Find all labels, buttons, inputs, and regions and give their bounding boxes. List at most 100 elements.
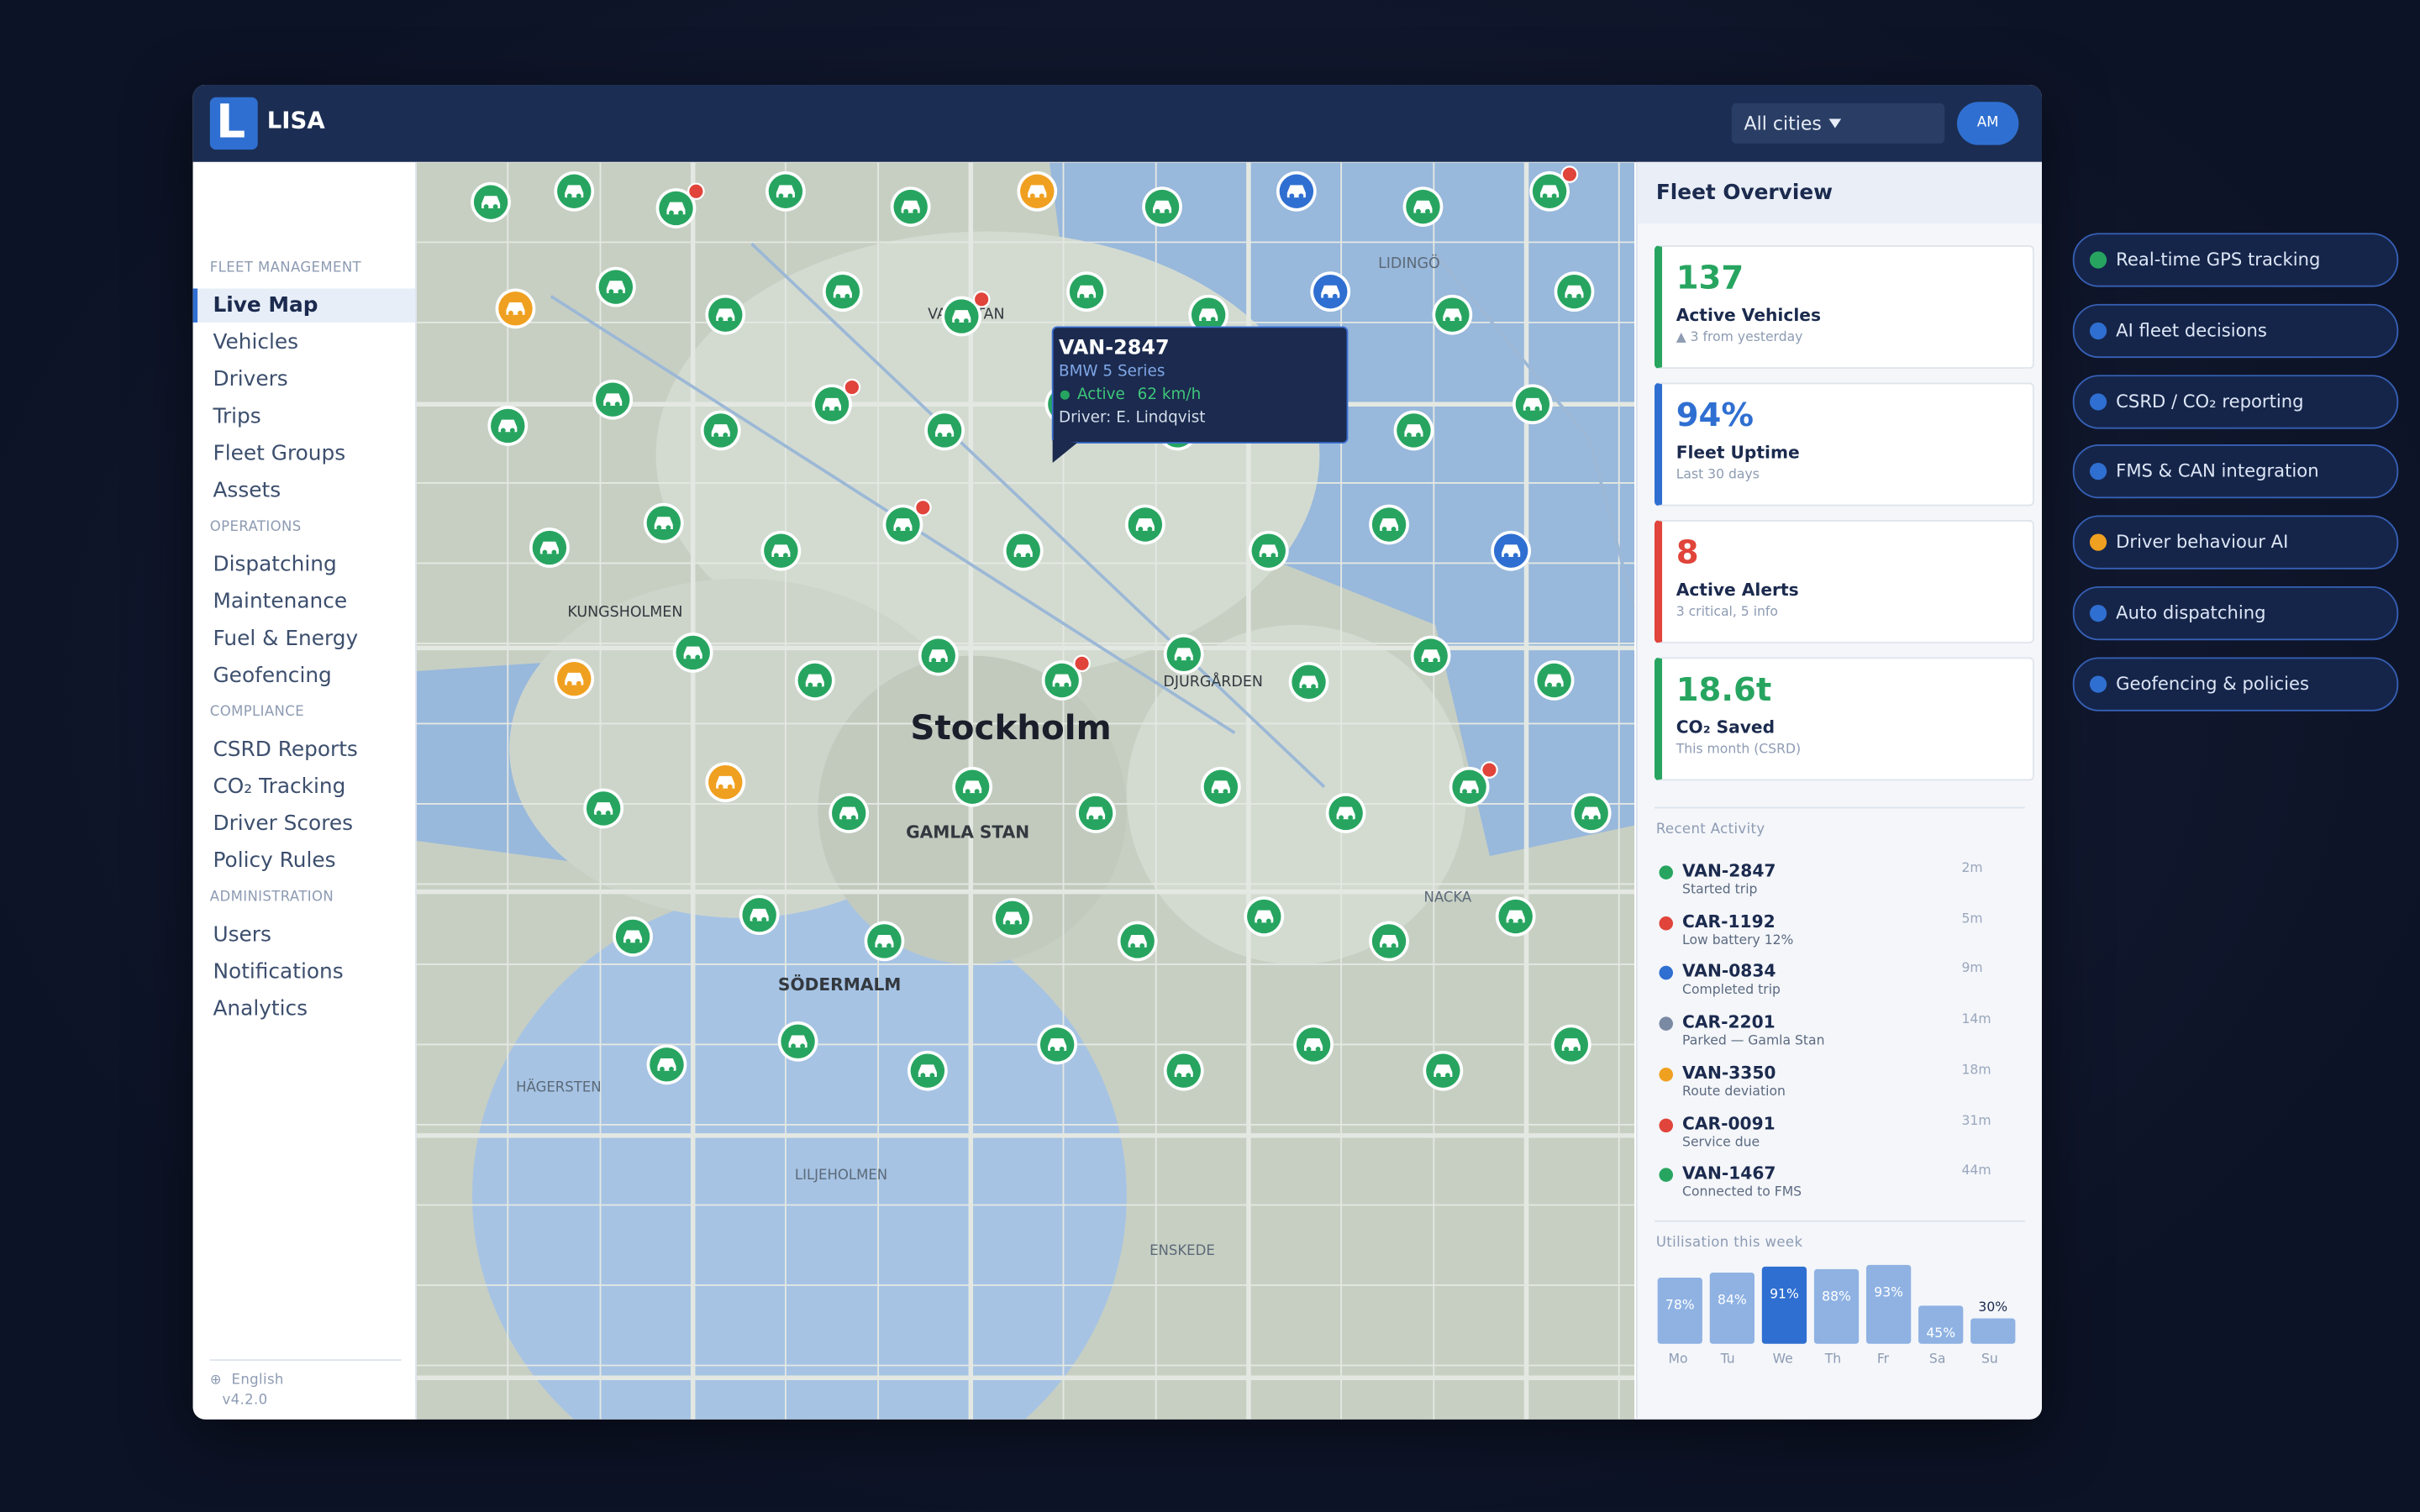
vehicle-marker[interactable] — [1117, 921, 1158, 962]
vehicle-marker[interactable] — [1248, 530, 1289, 571]
vehicle-marker[interactable] — [1066, 271, 1107, 312]
vehicle-marker[interactable] — [1423, 1050, 1464, 1091]
avatar[interactable]: AM — [1956, 102, 2019, 145]
feature-pill[interactable]: Geofencing & policies — [2072, 657, 2399, 711]
activity-item[interactable]: VAN-1467 Connected to FMS 44m — [1656, 1158, 2027, 1204]
vehicle-marker[interactable] — [1041, 654, 1091, 701]
vehicle-marker[interactable] — [1288, 661, 1329, 702]
vehicle-marker[interactable] — [1002, 530, 1044, 571]
vehicle-marker[interactable] — [918, 635, 959, 676]
vehicle-marker[interactable] — [1163, 633, 1204, 675]
nav-item[interactable]: Vehicles — [193, 326, 415, 360]
vehicle-marker[interactable] — [643, 502, 684, 543]
vehicle-marker[interactable] — [812, 378, 861, 425]
vehicle-marker[interactable] — [495, 288, 536, 329]
nav-item[interactable]: Maintenance — [193, 585, 415, 618]
vehicle-marker[interactable] — [822, 271, 863, 312]
activity-item[interactable]: VAN-3350 Route deviation 18m — [1656, 1057, 2027, 1103]
activity-item[interactable]: CAR-1192 Low battery 12% 5m — [1656, 906, 2027, 952]
vehicle-marker[interactable] — [829, 793, 870, 833]
vehicle-marker[interactable] — [1310, 271, 1351, 312]
vehicle-marker[interactable] — [765, 171, 806, 212]
vehicle-marker[interactable] — [1512, 384, 1553, 425]
vehicle-marker[interactable] — [1491, 530, 1532, 571]
vehicle-marker[interactable] — [1432, 294, 1473, 335]
vehicle-marker[interactable] — [592, 379, 634, 420]
vehicle-marker[interactable] — [595, 266, 636, 307]
vehicle-marker[interactable] — [554, 659, 595, 700]
vehicle-marker[interactable] — [1037, 1024, 1078, 1065]
nav-item[interactable]: Users — [193, 918, 415, 952]
vehicle-marker[interactable] — [882, 499, 932, 545]
vehicle-marker[interactable] — [672, 633, 713, 673]
vehicle-marker[interactable] — [777, 1021, 818, 1062]
feature-pill[interactable]: Driver behaviour AI — [2072, 515, 2399, 570]
nav-item[interactable]: Drivers — [193, 363, 415, 396]
vehicle-marker[interactable] — [739, 895, 780, 936]
vehicle-marker[interactable] — [1017, 171, 1058, 212]
vehicle-marker[interactable] — [760, 530, 802, 571]
vehicle-marker[interactable] — [1276, 171, 1317, 212]
bar[interactable] — [1865, 1264, 1912, 1344]
vehicle-marker[interactable] — [1410, 635, 1451, 676]
activity-item[interactable]: VAN-0834 Completed trip 9m — [1656, 956, 2027, 1002]
vehicle-marker[interactable] — [1495, 896, 1536, 937]
vehicle-marker[interactable] — [924, 410, 965, 451]
vehicle-marker[interactable] — [705, 294, 746, 335]
bar[interactable] — [1813, 1268, 1860, 1344]
vehicle-marker[interactable] — [1402, 186, 1444, 228]
vehicle-marker[interactable] — [1244, 896, 1285, 937]
vehicle-marker[interactable] — [992, 897, 1033, 938]
city-select[interactable]: All cities — [1731, 103, 1945, 144]
vehicle-marker[interactable] — [1534, 660, 1575, 701]
activity-item[interactable]: CAR-0091 Service due 31m — [1656, 1107, 2027, 1153]
nav-item[interactable]: CO₂ Tracking — [193, 770, 415, 804]
vehicle-marker[interactable] — [1325, 793, 1366, 833]
vehicle-marker[interactable] — [794, 660, 835, 701]
vehicle-marker[interactable] — [1369, 921, 1409, 962]
vehicle-marker[interactable] — [700, 410, 741, 451]
vehicle-marker[interactable] — [952, 766, 993, 807]
feature-pill[interactable]: Auto dispatching — [2072, 585, 2399, 641]
vehicle-marker[interactable] — [1369, 504, 1409, 545]
feature-pill[interactable]: AI fleet decisions — [2072, 303, 2399, 358]
vehicle-marker[interactable] — [1529, 165, 1579, 212]
vehicle-marker[interactable] — [705, 762, 746, 803]
nav-item[interactable]: Dispatching — [193, 548, 415, 581]
nav-item[interactable]: Policy Rules — [193, 844, 415, 878]
bar[interactable] — [1761, 1266, 1807, 1344]
nav-item[interactable]: Fuel & Energy — [193, 622, 415, 655]
nav-item[interactable]: Trips — [193, 400, 415, 433]
feature-pill[interactable]: Real-time GPS tracking — [2072, 233, 2399, 287]
vehicle-marker[interactable] — [1449, 761, 1498, 807]
vehicle-marker[interactable] — [1163, 1050, 1204, 1091]
vehicle-marker[interactable] — [864, 921, 905, 962]
vehicle-marker[interactable] — [908, 1050, 948, 1091]
bar[interactable] — [1970, 1318, 2016, 1344]
nav-item[interactable]: Live Map — [192, 288, 416, 323]
vehicle-marker[interactable] — [1188, 294, 1229, 335]
nav-item[interactable]: Notifications — [193, 955, 415, 989]
activity-item[interactable]: CAR-2201 Parked — Gamla Stan 14m — [1656, 1006, 2027, 1053]
nav-item[interactable]: Assets — [193, 474, 415, 507]
vehicle-marker[interactable] — [529, 528, 570, 568]
activity-item[interactable]: VAN-2847 Started trip 2m — [1656, 855, 2027, 901]
nav-item[interactable]: Geofencing — [193, 659, 415, 692]
vehicle-marker[interactable] — [1550, 1024, 1591, 1065]
vehicle-marker[interactable] — [1124, 504, 1165, 545]
feature-pill[interactable]: CSRD / CO₂ reporting — [2072, 374, 2399, 428]
map[interactable]: Stockholm GAMLA STAN SÖDERMALM KUNGSHOLMEN V… — [416, 161, 1635, 1420]
bar[interactable] — [1709, 1272, 1755, 1344]
logo[interactable]: L — [209, 97, 258, 150]
vehicle-tooltip[interactable]: VAN-2847 BMW 5 Series Active 62 km/h Dri… — [1051, 326, 1349, 464]
vehicle-marker[interactable] — [1554, 271, 1595, 312]
bar[interactable] — [1918, 1305, 1964, 1344]
vehicle-marker[interactable] — [941, 291, 991, 337]
vehicle-marker[interactable] — [487, 406, 529, 446]
nav-item[interactable]: Driver Scores — [193, 807, 415, 841]
language[interactable]: English — [231, 1373, 284, 1389]
vehicle-marker[interactable] — [471, 181, 511, 223]
vehicle-marker[interactable] — [1142, 186, 1182, 228]
vehicle-marker[interactable] — [1200, 766, 1241, 807]
nav-item[interactable]: CSRD Reports — [193, 732, 415, 766]
